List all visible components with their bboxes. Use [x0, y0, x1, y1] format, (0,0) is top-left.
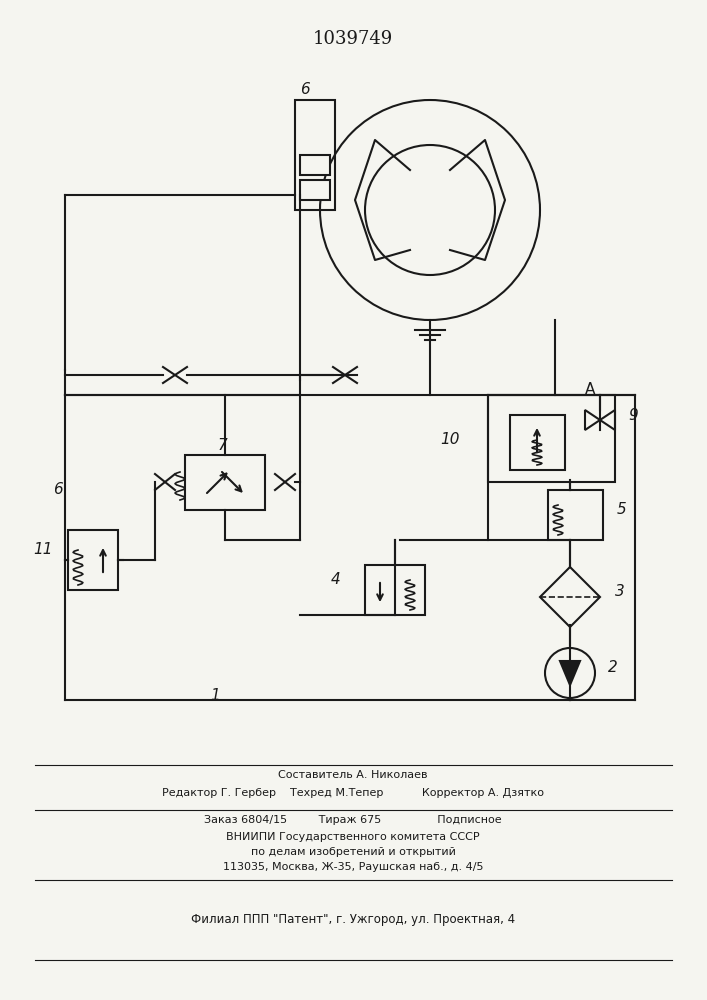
Bar: [295, 100, 335, 210]
Polygon shape: [560, 661, 580, 685]
Text: 7: 7: [217, 438, 227, 452]
Text: 6: 6: [300, 83, 310, 98]
Text: Редактор Г. Гербер    Техред М.Тепер           Корректор А. Дзятко: Редактор Г. Гербер Техред М.Тепер Коррек…: [162, 788, 544, 798]
Bar: [548, 490, 603, 540]
Text: по делам изобретений и открытий: по делам изобретений и открытий: [250, 847, 455, 857]
Bar: [510, 415, 565, 470]
Bar: [488, 395, 615, 482]
Text: ВНИИПИ Государственного комитета СССР: ВНИИПИ Государственного комитета СССР: [226, 832, 480, 842]
Text: 4: 4: [330, 572, 340, 587]
Text: Составитель А. Николаев: Составитель А. Николаев: [279, 770, 428, 780]
Text: 5: 5: [617, 502, 626, 518]
Text: 9: 9: [628, 408, 638, 422]
Bar: [365, 565, 425, 615]
Bar: [185, 455, 265, 510]
Text: 1: 1: [210, 688, 220, 702]
Text: 10: 10: [440, 432, 460, 448]
Text: A: A: [585, 382, 595, 397]
Text: 2: 2: [608, 660, 618, 676]
Text: 113035, Москва, Ж-35, Раушская наб., д. 4/5: 113035, Москва, Ж-35, Раушская наб., д. …: [223, 862, 484, 872]
Bar: [68, 530, 118, 590]
Bar: [300, 155, 330, 175]
Text: 3: 3: [615, 584, 625, 599]
Text: 1039749: 1039749: [313, 30, 393, 48]
Text: Заказ 6804/15         Тираж 675                Подписное: Заказ 6804/15 Тираж 675 Подписное: [204, 815, 502, 825]
Bar: [300, 180, 330, 200]
Text: 11: 11: [33, 542, 53, 558]
Text: 6: 6: [53, 483, 63, 497]
Text: Филиал ППП "Патент", г. Ужгород, ул. Проектная, 4: Филиал ППП "Патент", г. Ужгород, ул. Про…: [191, 914, 515, 926]
